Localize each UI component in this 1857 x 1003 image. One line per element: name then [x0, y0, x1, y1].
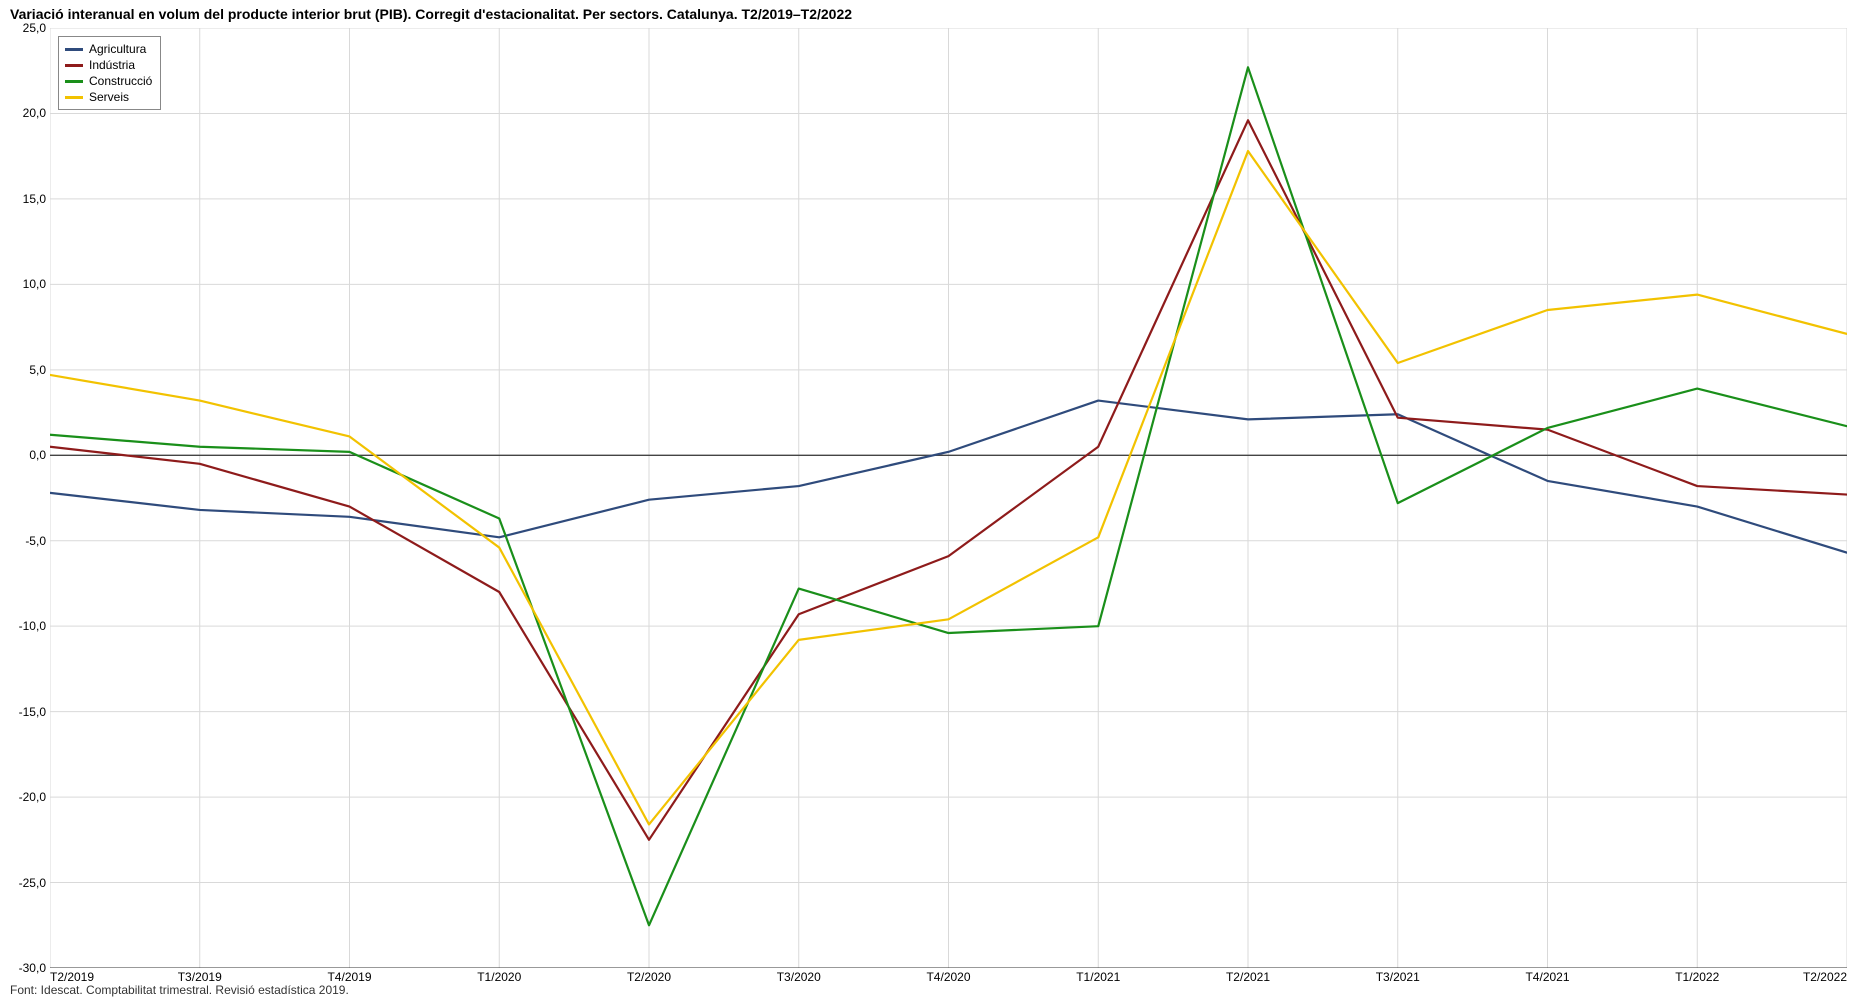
legend-label: Serveis: [89, 89, 129, 105]
x-tick-label: T2/2019: [50, 970, 94, 984]
chart-legend: AgriculturaIndústriaConstruccióServeis: [58, 36, 161, 110]
y-tick-label: -15,0: [19, 705, 46, 719]
y-tick-label: -20,0: [19, 790, 46, 804]
legend-item-agricultura: Agricultura: [65, 41, 152, 57]
x-tick-label: T1/2021: [1076, 970, 1120, 984]
y-tick-label: 20,0: [23, 106, 46, 120]
legend-label: Agricultura: [89, 41, 146, 57]
x-tick-label: T1/2020: [477, 970, 521, 984]
legend-swatch: [65, 64, 83, 67]
x-tick-label: T4/2020: [926, 970, 970, 984]
x-tick-label: T4/2021: [1525, 970, 1569, 984]
x-tick-label: T4/2019: [327, 970, 371, 984]
page-container: Variació interanual en volum del product…: [0, 0, 1857, 1003]
y-tick-label: -10,0: [19, 619, 46, 633]
y-tick-label: -25,0: [19, 876, 46, 890]
y-tick-label: 10,0: [23, 277, 46, 291]
y-tick-label: -5,0: [25, 534, 46, 548]
legend-swatch: [65, 96, 83, 99]
x-tick-label: T2/2020: [627, 970, 671, 984]
x-tick-label: T3/2021: [1376, 970, 1420, 984]
legend-label: Construcció: [89, 73, 152, 89]
legend-label: Indústria: [89, 57, 135, 73]
chart-plot-area: [50, 28, 1847, 968]
x-tick-label: T3/2019: [178, 970, 222, 984]
legend-swatch: [65, 80, 83, 83]
x-tick-label: T3/2020: [777, 970, 821, 984]
x-tick-label: T1/2022: [1675, 970, 1719, 984]
chart-title: Variació interanual en volum del product…: [10, 6, 852, 22]
legend-swatch: [65, 48, 83, 51]
x-tick-label: T2/2022: [1803, 970, 1847, 984]
y-tick-label: -30,0: [19, 961, 46, 975]
legend-item-serveis: Serveis: [65, 89, 152, 105]
chart-footer: Font: Idescat. Comptabilitat trimestral.…: [10, 983, 349, 997]
y-tick-label: 0,0: [29, 448, 46, 462]
legend-item-industria: Indústria: [65, 57, 152, 73]
y-tick-label: 25,0: [23, 21, 46, 35]
y-tick-label: 5,0: [29, 363, 46, 377]
legend-item-construccio: Construcció: [65, 73, 152, 89]
y-tick-label: 15,0: [23, 192, 46, 206]
x-tick-label: T2/2021: [1226, 970, 1270, 984]
